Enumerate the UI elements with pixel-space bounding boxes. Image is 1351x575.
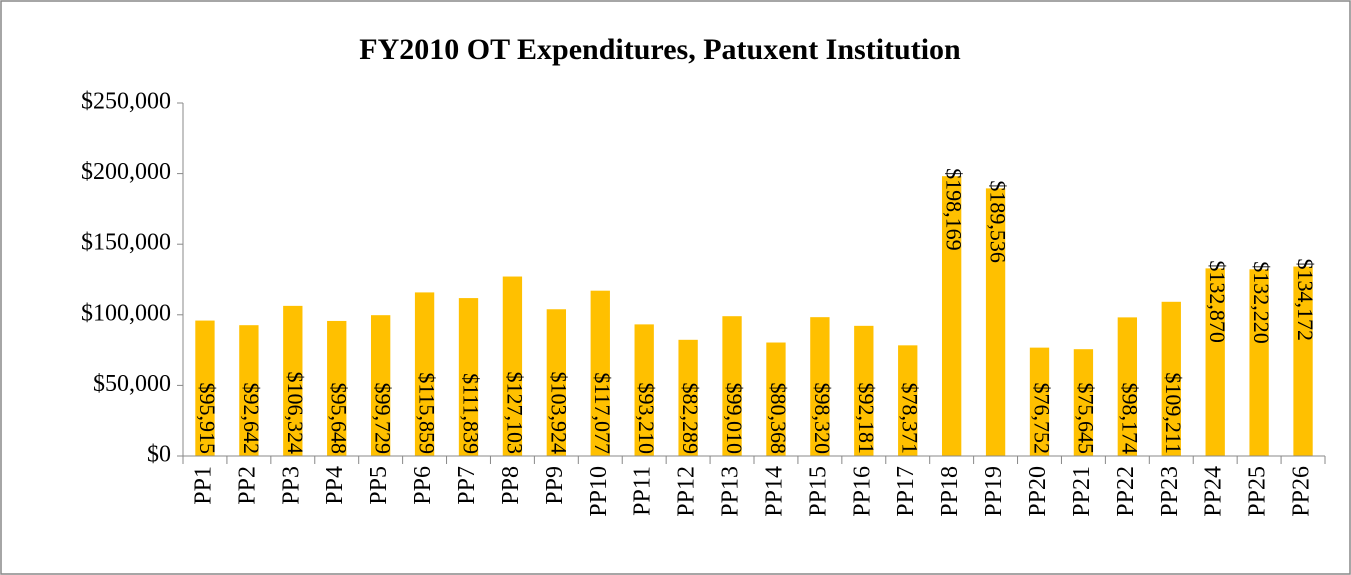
bar [370,315,391,456]
value-label: $111,839 [458,373,483,454]
bar [414,292,435,456]
bar [546,309,567,456]
value-label: $95,648 [327,383,352,455]
value-label: $98,174 [1117,383,1142,455]
bar [634,324,654,456]
bar [1205,268,1225,456]
bar [327,320,347,456]
value-label: $92,642 [239,383,264,455]
bar [678,339,698,456]
chart-title: FY2010 OT Expenditures, Patuxent Institu… [359,33,961,66]
value-label: $189,536 [986,180,1011,263]
bar [941,176,962,457]
bar [1161,301,1181,456]
bar [985,188,1006,456]
value-label: $198,169 [942,168,967,251]
value-label: $82,289 [678,383,703,455]
x-tick-label: PP10 [586,466,612,517]
x-tick-label: PP26 [1289,466,1315,517]
value-label: $75,645 [1073,383,1098,455]
x-tick-label: PP4 [322,466,348,505]
value-label: $115,859 [415,372,440,454]
value-label: $76,752 [1029,383,1054,455]
x-tick-label: PP23 [1157,466,1183,517]
x-tick-label: PP18 [937,466,963,517]
bar [195,320,215,456]
x-tick-label: PP3 [278,466,304,505]
x-tick-label: PP16 [849,466,875,517]
value-label: $127,103 [502,372,527,455]
y-tick-label: $50,000 [93,371,171,397]
value-label: $95,915 [195,383,220,455]
value-label: $92,181 [854,383,879,455]
x-tick-label: PP15 [805,466,831,517]
x-tick-label: PP7 [454,466,480,505]
x-tick-label: PP24 [1201,466,1227,517]
bar [239,325,259,456]
x-tick-label: PP6 [410,466,436,505]
bar [810,317,830,456]
value-label: $80,368 [766,383,791,455]
x-tick-label: PP22 [1113,466,1139,517]
value-label: $98,320 [810,383,835,455]
bar [766,342,786,456]
x-tick-label: PP11 [630,466,656,516]
x-tick-label: PP13 [718,466,744,517]
x-tick-label: PP2 [234,466,260,505]
y-tick-label: $150,000 [81,230,171,256]
value-label: $103,924 [546,372,571,455]
value-label: $106,324 [283,372,308,455]
y-tick-label: $200,000 [81,159,171,185]
bar [898,345,918,456]
bar [1117,317,1138,456]
value-label: $78,371 [898,383,923,455]
bar [1029,347,1050,456]
bar [854,325,874,456]
x-tick-label: PP5 [366,466,392,505]
value-label: $134,172 [1293,259,1318,342]
x-tick-label: PP14 [761,466,787,517]
x-tick-label: PP19 [981,466,1007,517]
value-label: $109,211 [1161,372,1186,454]
bar [1293,266,1313,456]
x-tick-label: PP8 [498,466,524,505]
value-label: $132,870 [1205,260,1230,343]
value-label: $99,010 [722,383,747,455]
value-label: $132,220 [1249,261,1274,344]
value-label: $93,210 [634,383,659,455]
x-tick-label: PP17 [893,466,919,517]
y-tick-label: $100,000 [81,300,171,326]
bar [283,305,303,456]
x-tick-label: PP20 [1025,466,1051,517]
bar [502,276,523,456]
bar [1073,349,1094,456]
y-tick-label: $0 [147,442,171,468]
bar [722,316,742,456]
x-tick-label: PP12 [674,466,700,517]
x-tick-label: PP9 [542,466,568,505]
bar [1249,269,1269,456]
value-label: $117,077 [590,372,615,454]
value-label: $99,729 [371,383,396,455]
bar [458,298,479,456]
x-tick-label: PP1 [190,466,216,505]
x-tick-label: PP21 [1069,466,1095,517]
bar [590,290,610,456]
y-tick-label: $250,000 [81,89,171,115]
x-tick-label: PP25 [1245,466,1271,517]
